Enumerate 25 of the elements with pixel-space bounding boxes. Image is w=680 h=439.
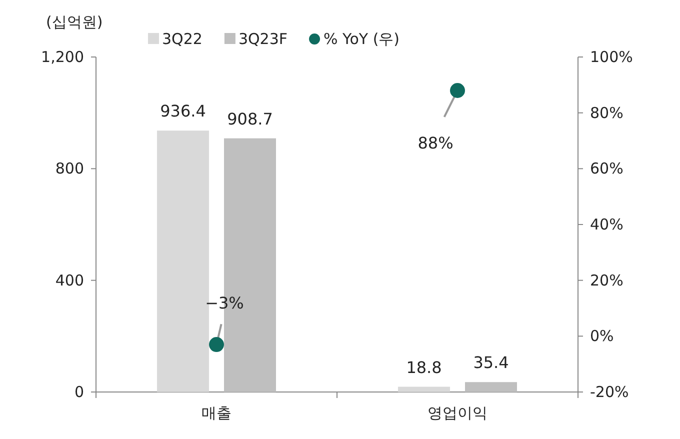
- x-tick-label: 매출: [202, 404, 232, 422]
- data-label: 908.7: [227, 109, 273, 128]
- y2-tick-label: 60%: [590, 160, 624, 178]
- data-label: 35.4: [473, 353, 509, 372]
- data-label: 18.8: [406, 358, 442, 377]
- y-tick-label: 800: [55, 160, 84, 178]
- y-tick-label: 0: [74, 383, 84, 401]
- data-label: 936.4: [160, 102, 206, 121]
- y2-tick-label: 20%: [590, 271, 624, 290]
- legend-label: 3Q23F: [238, 30, 288, 48]
- data-label: 88%: [418, 134, 454, 152]
- y-tick-label: 400: [55, 271, 84, 290]
- y2-tick-label: -20%: [590, 383, 629, 401]
- y2-tick-label: 80%: [590, 104, 624, 122]
- x-tick-label: 영업이익: [428, 404, 488, 422]
- data-label: −3%: [205, 294, 244, 313]
- bar: [398, 386, 450, 392]
- bar: [465, 382, 517, 392]
- legend-label: 3Q22: [162, 30, 202, 48]
- y-tick-label: 1,200: [41, 48, 84, 66]
- y2-tick-label: 100%: [590, 48, 633, 66]
- y-axis-title: (십억원): [46, 13, 103, 31]
- y2-tick-label: 40%: [590, 216, 624, 234]
- y2-tick-label: 0%: [590, 327, 614, 346]
- legend-label: % YoY (우): [324, 30, 400, 48]
